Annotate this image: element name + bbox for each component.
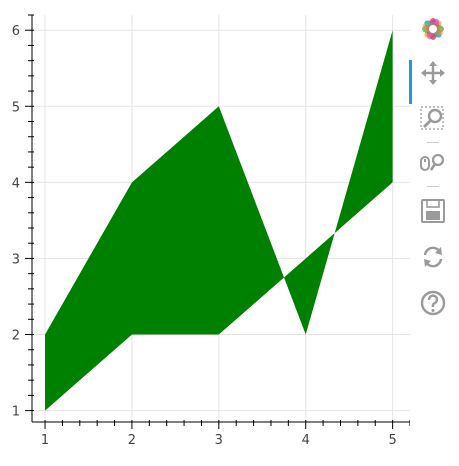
y-tick-label: 6 <box>12 24 20 39</box>
x-tick-label: 1 <box>41 433 49 448</box>
toolbar <box>409 10 453 330</box>
box-zoom-tool[interactable] <box>413 104 453 138</box>
x-tick-label: 4 <box>302 433 310 448</box>
y-axis: 1 2 3 4 5 6 <box>12 14 34 422</box>
help-icon <box>420 290 446 316</box>
toolbar-divider <box>427 186 439 187</box>
y-tick-label: 4 <box>12 176 20 191</box>
pan-icon <box>421 61 445 85</box>
x-tick-label: 5 <box>388 433 396 448</box>
save-icon <box>421 199 445 223</box>
active-tool-indicator <box>409 60 412 104</box>
save-tool[interactable] <box>413 196 453 230</box>
chart[interactable]: 1 2 3 4 5 1 2 3 4 5 6 <box>0 0 410 466</box>
area-band <box>45 30 393 411</box>
x-tick-label: 3 <box>215 433 223 448</box>
reset-icon <box>423 246 443 268</box>
reset-tool[interactable] <box>413 242 453 276</box>
box-zoom-icon <box>420 106 444 130</box>
pan-tool[interactable] <box>409 58 453 104</box>
wheel-zoom-icon <box>420 153 445 171</box>
bokeh-logo-icon <box>422 18 444 40</box>
area-series <box>45 30 393 411</box>
x-tick-label: 2 <box>128 433 136 448</box>
x-axis: 1 2 3 4 5 <box>32 420 410 448</box>
toolbar-divider <box>427 142 439 143</box>
y-tick-label: 5 <box>12 100 20 115</box>
bokeh-logo-tool[interactable] <box>413 14 453 48</box>
y-tick-label: 2 <box>12 329 20 344</box>
help-tool[interactable] <box>413 288 453 322</box>
wheel-zoom-tool[interactable] <box>413 148 453 182</box>
y-tick-label: 3 <box>12 252 20 267</box>
y-tick-label: 1 <box>12 405 20 420</box>
